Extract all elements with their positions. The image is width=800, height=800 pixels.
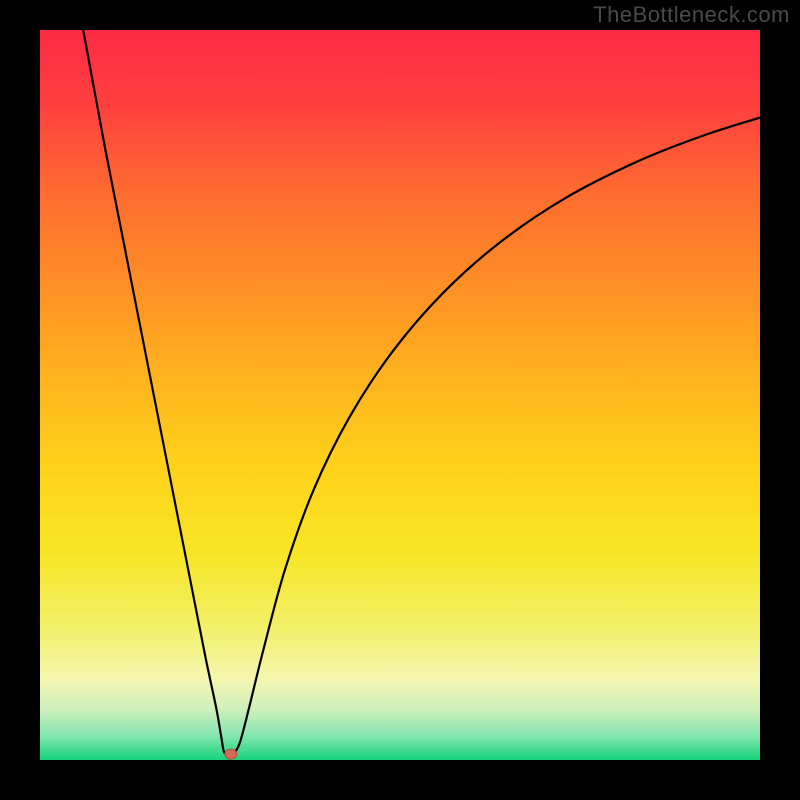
plot-background-gradient — [40, 30, 760, 760]
bottleneck-chart — [0, 0, 800, 800]
watermark-text: TheBottleneck.com — [593, 2, 790, 28]
vertex-marker — [225, 749, 237, 759]
